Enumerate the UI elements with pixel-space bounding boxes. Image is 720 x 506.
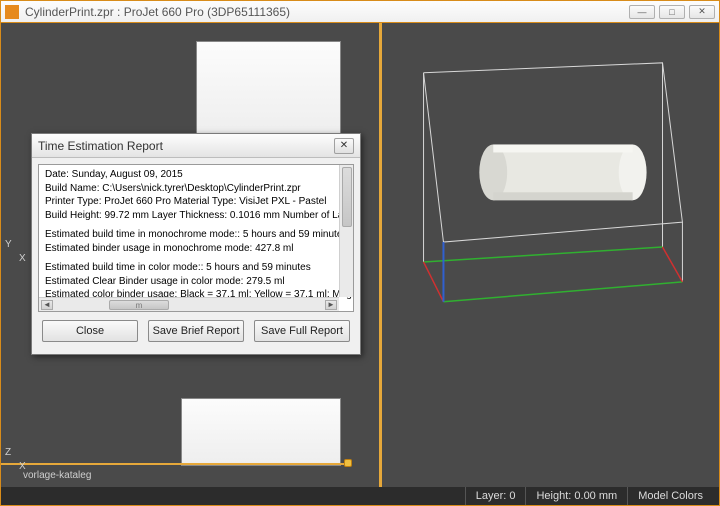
- axis-z-label: Z: [5, 447, 11, 458]
- minimize-button[interactable]: —: [629, 5, 655, 19]
- dialog-titlebar[interactable]: Time Estimation Report ✕: [32, 134, 360, 158]
- statusbar: Layer: 0 Height: 0.00 mm Model Colors: [1, 487, 719, 505]
- dialog-body: Date: Sunday, August 09, 2015 Build Name…: [32, 158, 360, 354]
- report-line: Date: Sunday, August 09, 2015: [45, 169, 331, 182]
- dialog-button-row: Close Save Brief Report Save Full Report: [38, 312, 354, 348]
- maximize-button[interactable]: □: [659, 5, 685, 19]
- axis-gizmo-left-upper: Y X: [7, 253, 27, 273]
- window-title: CylinderPrint.zpr : ProJet 660 Pro (3DP6…: [25, 5, 290, 19]
- scene-3d[interactable]: [382, 23, 719, 487]
- scrollbar-thumb-horizontal[interactable]: m: [109, 300, 169, 310]
- app-icon: [5, 5, 19, 19]
- report-line: Estimated build time in monochrome mode:…: [45, 229, 331, 242]
- report-line: Estimated binder usage in monochrome mod…: [45, 243, 331, 256]
- watermark-text: vorlage-kataleg: [23, 470, 91, 481]
- app-window: CylinderPrint.zpr : ProJet 660 Pro (3DP6…: [0, 0, 720, 506]
- preview-thumb-bottom[interactable]: [181, 398, 341, 466]
- scroll-right-icon[interactable]: ►: [325, 300, 337, 310]
- dialog-title: Time Estimation Report: [38, 139, 163, 153]
- scrollbar-horizontal[interactable]: ◄ m ►: [39, 297, 339, 311]
- preview-thumb-top[interactable]: [196, 41, 341, 136]
- slider-track[interactable]: [1, 463, 346, 465]
- report-line: Printer Type: ProJet 660 Pro Material Ty…: [45, 196, 331, 209]
- report-line: Build Height: 99.72 mm Layer Thickness: …: [45, 210, 331, 223]
- scrollbar-vertical[interactable]: [339, 165, 353, 297]
- right-pane[interactable]: [382, 23, 719, 487]
- status-mode[interactable]: Model Colors: [627, 487, 713, 505]
- close-button[interactable]: Close: [42, 320, 138, 342]
- report-line: Estimated Clear Binder usage in color mo…: [45, 276, 331, 289]
- save-full-report-button[interactable]: Save Full Report: [254, 320, 350, 342]
- report-line: Estimated build time in color mode:: 5 h…: [45, 262, 331, 275]
- slider-handle[interactable]: [344, 459, 352, 467]
- axis-y-label: Y: [5, 239, 12, 250]
- report-content: Date: Sunday, August 09, 2015 Build Name…: [45, 169, 347, 312]
- save-brief-report-button[interactable]: Save Brief Report: [148, 320, 244, 342]
- status-layer: Layer: 0: [465, 487, 526, 505]
- status-height: Height: 0.00 mm: [525, 487, 627, 505]
- window-controls: — □ ✕: [629, 5, 715, 19]
- report-line: Build Name: C:\Users\nick.tyrer\Desktop\…: [45, 183, 331, 196]
- titlebar[interactable]: CylinderPrint.zpr : ProJet 660 Pro (3DP6…: [1, 1, 719, 23]
- scroll-left-icon[interactable]: ◄: [41, 300, 53, 310]
- dialog-close-button[interactable]: ✕: [334, 138, 354, 154]
- close-window-button[interactable]: ✕: [689, 5, 715, 19]
- scrollbar-thumb-vertical[interactable]: [342, 167, 352, 227]
- time-estimation-dialog: Time Estimation Report ✕ Date: Sunday, A…: [31, 133, 361, 355]
- report-textarea[interactable]: Date: Sunday, August 09, 2015 Build Name…: [38, 164, 354, 312]
- axis-x-label-2: X: [19, 253, 26, 264]
